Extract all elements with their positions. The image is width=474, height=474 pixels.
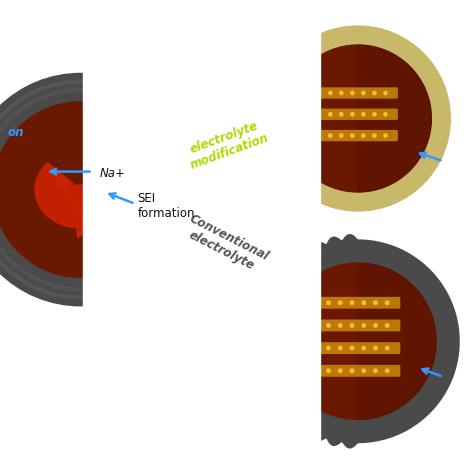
Circle shape <box>340 113 343 116</box>
FancyBboxPatch shape <box>315 342 401 354</box>
Circle shape <box>374 324 377 327</box>
Text: Conventional
electrolyte: Conventional electrolyte <box>180 212 270 276</box>
Circle shape <box>280 263 436 419</box>
Circle shape <box>327 346 330 350</box>
Circle shape <box>373 113 376 116</box>
Circle shape <box>338 301 342 304</box>
Circle shape <box>327 324 330 327</box>
Circle shape <box>338 324 342 327</box>
Circle shape <box>362 301 365 304</box>
Circle shape <box>385 301 389 304</box>
Circle shape <box>350 346 354 350</box>
Circle shape <box>350 301 354 304</box>
Circle shape <box>338 346 342 350</box>
Bar <box>83 0 320 474</box>
Circle shape <box>351 91 354 95</box>
Circle shape <box>0 73 197 306</box>
Circle shape <box>340 134 343 137</box>
Circle shape <box>385 369 389 373</box>
Circle shape <box>351 113 354 116</box>
Text: electrolyte
modification: electrolyte modification <box>183 117 270 172</box>
Circle shape <box>374 301 377 304</box>
Circle shape <box>328 91 332 95</box>
FancyBboxPatch shape <box>315 297 401 309</box>
Circle shape <box>265 26 450 211</box>
Circle shape <box>0 102 168 277</box>
Circle shape <box>328 113 332 116</box>
FancyBboxPatch shape <box>318 130 398 141</box>
Circle shape <box>362 324 365 327</box>
Circle shape <box>385 346 389 350</box>
Circle shape <box>362 113 365 116</box>
Text: Na+: Na+ <box>100 166 126 180</box>
Circle shape <box>327 369 330 373</box>
Circle shape <box>338 369 342 373</box>
Circle shape <box>362 346 365 350</box>
Circle shape <box>350 324 354 327</box>
Circle shape <box>374 346 377 350</box>
Circle shape <box>284 45 431 192</box>
Circle shape <box>373 91 376 95</box>
Circle shape <box>362 134 365 137</box>
FancyBboxPatch shape <box>318 109 398 120</box>
Circle shape <box>362 91 365 95</box>
Text: on: on <box>7 126 24 139</box>
Wedge shape <box>358 45 431 192</box>
Circle shape <box>362 369 365 373</box>
Circle shape <box>340 91 343 95</box>
Circle shape <box>350 369 354 373</box>
Wedge shape <box>358 263 436 419</box>
Circle shape <box>385 324 389 327</box>
Circle shape <box>384 91 387 95</box>
Polygon shape <box>251 234 460 448</box>
FancyBboxPatch shape <box>315 365 401 377</box>
Polygon shape <box>35 162 127 229</box>
Circle shape <box>384 113 387 116</box>
Circle shape <box>328 134 332 137</box>
Circle shape <box>327 301 330 304</box>
Circle shape <box>384 134 387 137</box>
FancyBboxPatch shape <box>315 319 401 331</box>
Text: SEI
formation: SEI formation <box>137 192 195 220</box>
Bar <box>465 0 474 474</box>
FancyBboxPatch shape <box>318 87 398 99</box>
Circle shape <box>373 134 376 137</box>
Circle shape <box>374 369 377 373</box>
Circle shape <box>351 134 354 137</box>
